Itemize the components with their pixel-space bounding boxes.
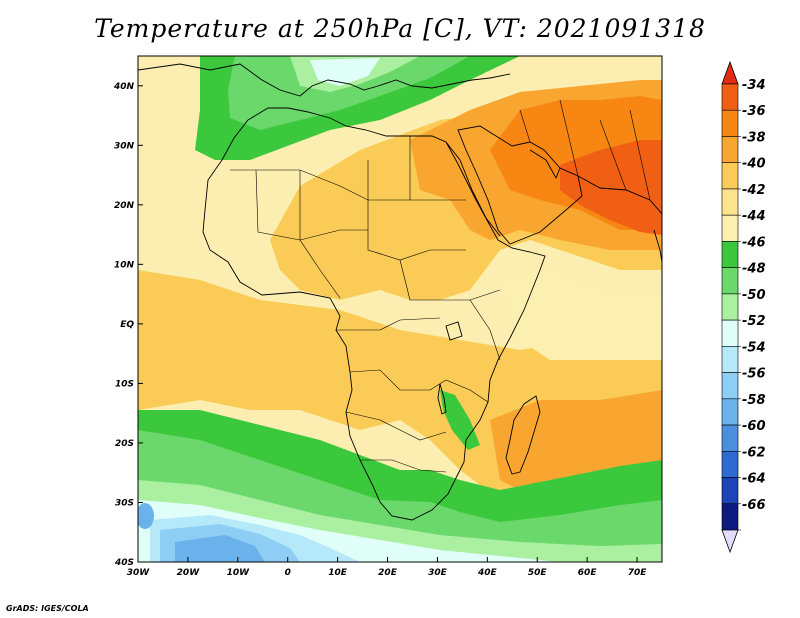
lon-tick-label: 0 [285, 568, 291, 578]
lat-tick-label: 20S [115, 439, 134, 449]
lon-tick-label: 20W [177, 568, 201, 578]
lon-tick-label: 30W [127, 568, 151, 578]
colorbar-label: -64 [742, 472, 766, 487]
border-line [519, 109, 531, 143]
lake-victoria [445, 321, 463, 341]
colorbar-swatch [721, 503, 739, 531]
colorbar-label: -34 [742, 78, 766, 93]
lon-tick-label: 30E [428, 568, 448, 578]
colorbar-swatch [721, 214, 739, 242]
colorbar-bottom-arrow [721, 529, 739, 554]
colorbar-swatch [721, 293, 739, 321]
lon-tick-label: 50E [528, 568, 548, 578]
colorbar-label: -48 [742, 262, 766, 277]
contour-band-minus-58-south [175, 535, 265, 562]
country-borders [230, 99, 651, 473]
india-west-coast [653, 229, 662, 263]
lon-tick-label: 20E [378, 568, 398, 578]
colorbar-label: -38 [742, 130, 766, 145]
border-line [559, 99, 579, 177]
contour-band-minus-52-north [310, 58, 380, 86]
lat-tick-label: EQ [120, 320, 134, 330]
plot-frame [137, 55, 663, 563]
colorbar-label: -52 [742, 314, 766, 329]
colorbar-label: -54 [742, 340, 766, 355]
colorbar-label: -44 [742, 209, 766, 224]
colorbar-swatch [721, 83, 739, 111]
colorbar-swatch [721, 424, 739, 452]
lat-tick-label: 30N [114, 141, 135, 151]
border-line [599, 119, 627, 191]
colorbar-label: -66 [742, 498, 766, 513]
colorbar-top-arrow [721, 60, 739, 85]
lon-tick-label: 10W [227, 568, 251, 578]
temperature-field [138, 56, 662, 562]
colorbar-swatch [721, 319, 739, 347]
colorbar-swatch [721, 346, 739, 373]
colorbar-label: -60 [742, 419, 766, 434]
colorbar-swatch [721, 267, 739, 295]
contour-band-minus-44-east [500, 270, 662, 360]
coastline-overlay [138, 63, 662, 521]
border-line [349, 369, 447, 391]
colorbar-swatch [721, 398, 739, 426]
colorbar-swatch [721, 450, 739, 478]
lon-tick-label: 10E [328, 568, 348, 578]
madagascar-coastline [505, 395, 541, 475]
border-line [445, 379, 489, 403]
colorbar-label: -58 [742, 393, 766, 408]
lat-tick-label: 20N [114, 201, 135, 211]
lat-tick-label: 10S [115, 379, 134, 389]
colorbar-label: -36 [742, 104, 766, 119]
colorbar-label: -62 [742, 445, 766, 460]
contour-band-minus-48-north [228, 56, 470, 130]
red-sea-coast [445, 141, 501, 237]
colorbar-swatch [721, 372, 739, 400]
contour-band-minus-34 [560, 140, 662, 235]
cold-spot-south-atlantic [138, 503, 154, 529]
europe-coastline [138, 63, 511, 97]
colorbar-swatch [721, 477, 739, 505]
colorbar-swatch [721, 109, 739, 137]
colorbar-label: -40 [742, 157, 766, 172]
border-line [360, 459, 447, 473]
lat-tick-label: 30S [115, 498, 134, 508]
border-line [469, 299, 501, 361]
arabia-coastline [457, 125, 583, 245]
grads-credit: GrADS: IGES/COLA [6, 604, 89, 613]
africa-coastline [202, 107, 546, 521]
colorbar: -34 -36 -38 -40 -42 -44 -46 -48 -50 -52 -54 -56 -58 -… [721, 60, 766, 554]
border-line [345, 411, 447, 441]
colorbar-label: -56 [742, 367, 766, 382]
colorbar-label: -50 [742, 288, 766, 303]
lon-tick-label: 70E [628, 568, 648, 578]
lake-malawi [437, 383, 447, 415]
lon-tick-label: 60E [578, 568, 598, 578]
lat-tick-label: 40N [113, 82, 135, 92]
lat-tick-label: 10N [114, 260, 135, 270]
lat-tick-label: 40S [114, 558, 134, 568]
border-line [336, 317, 441, 331]
lon-tick-label: 40E [477, 568, 498, 578]
map-axes: 30W 20W 10W 0 10E 20E 30E 40E 50E 60E 70E 40N 30N 20N… [113, 82, 647, 578]
border-line [399, 259, 501, 301]
border-line [299, 170, 341, 299]
colorbar-label: -42 [742, 183, 766, 198]
colorbar-swatch [721, 136, 739, 164]
map-title: Temperature at 250hPa [C], VT: 202109131… [94, 14, 706, 43]
colorbar-swatch [721, 241, 739, 268]
border-line [629, 109, 651, 201]
colorbar-swatch [721, 162, 739, 190]
colorbar-label: -46 [742, 235, 766, 250]
persian-gulf-coast [529, 149, 561, 180]
border-line [230, 136, 411, 201]
colorbar-swatch [721, 188, 739, 216]
